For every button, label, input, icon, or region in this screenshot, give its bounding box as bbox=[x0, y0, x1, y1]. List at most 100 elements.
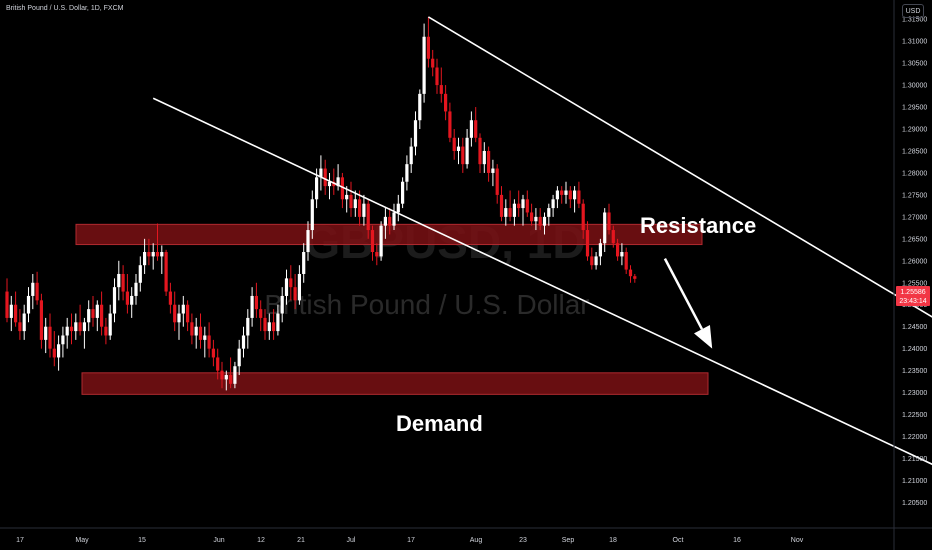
time-tick-label: 15 bbox=[138, 537, 146, 544]
candle-body bbox=[573, 190, 577, 200]
price-tick-label: 1.23500 bbox=[902, 368, 927, 375]
currency-button[interactable]: USD bbox=[902, 4, 924, 18]
candle-body bbox=[65, 326, 69, 336]
candle-body bbox=[413, 120, 418, 147]
candle-body bbox=[18, 322, 22, 332]
candle-body bbox=[61, 335, 65, 345]
candle-body bbox=[547, 208, 551, 217]
candle-body bbox=[345, 194, 349, 200]
price-axis[interactable]: 1.31500 1.31000 1.30500 1.30000 1.29500 1.290… bbox=[902, 17, 927, 507]
candle-body bbox=[186, 304, 190, 323]
price-tick-label: 1.27500 bbox=[902, 192, 927, 199]
candle-body bbox=[624, 252, 628, 270]
candle-body bbox=[340, 177, 344, 200]
candle-body bbox=[190, 322, 194, 336]
candle-body bbox=[499, 194, 504, 217]
candle-body bbox=[607, 212, 611, 231]
price-tick-label: 1.25500 bbox=[902, 280, 927, 287]
candle-body bbox=[525, 199, 529, 213]
time-axis[interactable]: 17 May 15 Jun 12 21 Jul 17 Aug 23 Sep 18 Oct 16 Nov bbox=[16, 537, 804, 544]
candle-body bbox=[315, 177, 319, 200]
candle-body bbox=[323, 168, 327, 187]
candle-body bbox=[74, 322, 78, 332]
candle-body bbox=[39, 300, 43, 340]
candle-body bbox=[456, 146, 461, 151]
price-tick-label: 1.29500 bbox=[902, 105, 927, 112]
candle-body bbox=[491, 168, 495, 173]
candle-body bbox=[233, 366, 237, 384]
candle-body bbox=[362, 203, 366, 217]
time-tick-label: May bbox=[75, 537, 89, 544]
candle-body bbox=[224, 375, 228, 380]
candle-body bbox=[444, 93, 448, 112]
candle-body bbox=[216, 357, 220, 371]
candle-body bbox=[426, 36, 430, 59]
candle-body bbox=[370, 230, 375, 253]
candle-body bbox=[31, 282, 35, 296]
watermark-description: British Pound / U.S. Dollar bbox=[264, 289, 589, 320]
time-tick-label: 12 bbox=[257, 537, 265, 544]
candle-body bbox=[297, 273, 301, 301]
price-tick-label: 1.23000 bbox=[902, 390, 927, 397]
candle-body bbox=[203, 335, 207, 340]
candle-body bbox=[108, 313, 112, 336]
candle-body bbox=[542, 216, 547, 226]
channel-line-2 bbox=[152, 97, 932, 466]
time-tick-label: 17 bbox=[407, 537, 415, 544]
candle-body bbox=[241, 335, 246, 349]
candle-body bbox=[267, 322, 271, 332]
time-tick-label: Jun bbox=[213, 537, 224, 544]
price-tick-label: 1.24000 bbox=[902, 346, 927, 353]
candle-body bbox=[272, 322, 276, 332]
candle-body bbox=[284, 278, 289, 296]
candle-body bbox=[57, 344, 61, 358]
candle-body bbox=[14, 304, 18, 323]
candle-body bbox=[5, 291, 9, 318]
candle-body bbox=[461, 146, 465, 165]
candle-body bbox=[280, 295, 284, 314]
candle-body bbox=[616, 243, 620, 257]
price-tick-label: 1.30000 bbox=[902, 83, 927, 90]
price-tick-label: 1.29000 bbox=[902, 127, 927, 134]
price-tick-label: 1.20500 bbox=[902, 500, 927, 507]
candle-body bbox=[353, 199, 357, 209]
candle-body bbox=[48, 326, 52, 349]
price-tick-label: 1.21500 bbox=[902, 456, 927, 463]
candle-body bbox=[104, 326, 108, 336]
candle-body bbox=[388, 216, 392, 226]
candle-body bbox=[401, 181, 405, 204]
candle-body bbox=[598, 243, 602, 257]
candle-body bbox=[237, 348, 241, 367]
candle-body bbox=[336, 177, 340, 187]
candle-body bbox=[254, 295, 258, 310]
candle-body bbox=[181, 304, 185, 314]
zone-label-demand: Demand bbox=[396, 411, 483, 436]
candle-body bbox=[538, 216, 542, 226]
candle-body bbox=[349, 194, 353, 209]
candle-body bbox=[310, 199, 314, 231]
price-tick-label: 1.22500 bbox=[902, 412, 927, 419]
candle-body bbox=[246, 317, 250, 336]
candle-body bbox=[564, 190, 568, 195]
candle-body bbox=[517, 203, 521, 209]
time-tick-label: 21 bbox=[297, 537, 305, 544]
candle-body bbox=[560, 190, 564, 195]
candle-body bbox=[366, 203, 370, 231]
candle-body bbox=[482, 150, 486, 165]
candle-body bbox=[91, 309, 95, 318]
candle-body bbox=[52, 348, 56, 358]
candle-body bbox=[177, 313, 181, 323]
time-tick-label: 23 bbox=[519, 537, 527, 544]
candle-body bbox=[78, 322, 82, 332]
price-tick-label: 1.31000 bbox=[902, 39, 927, 46]
candle-body bbox=[130, 295, 134, 305]
candle-body bbox=[9, 304, 13, 318]
price-tick-label: 1.28500 bbox=[902, 148, 927, 155]
candle-body bbox=[220, 370, 224, 380]
candle-body bbox=[134, 282, 138, 296]
candle-body bbox=[577, 190, 581, 204]
candle-body bbox=[534, 216, 538, 222]
time-tick-label: 18 bbox=[609, 537, 617, 544]
price-tick-label: 1.24500 bbox=[902, 324, 927, 331]
